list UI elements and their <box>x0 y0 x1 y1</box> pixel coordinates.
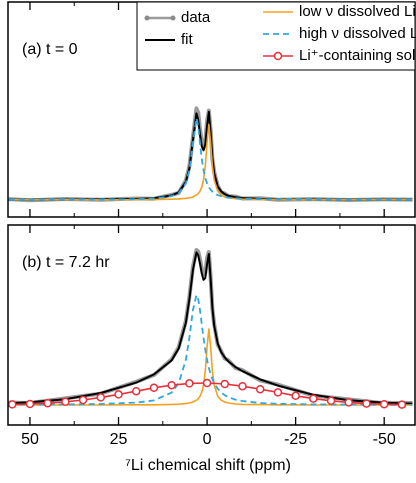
panel-frame <box>7 224 416 426</box>
series-marker <box>344 398 354 407</box>
x-tick-label: 25 <box>110 431 128 448</box>
panel-label: (b) t = 7.2 hr <box>22 254 110 271</box>
series-line <box>8 328 413 406</box>
x-tick-label: 50 <box>21 431 39 448</box>
x-axis-label: ⁷Li chemical shift (ppm) <box>125 457 291 474</box>
series-line <box>8 294 413 406</box>
plots <box>8 2 413 425</box>
series-marker <box>8 400 17 409</box>
series-marker <box>397 400 407 409</box>
legend-label: fit <box>181 31 194 48</box>
series-marker <box>61 397 70 407</box>
series-marker <box>167 380 176 390</box>
legend-label: low ν dissolved Li⁺ <box>299 3 416 20</box>
series-line <box>8 117 413 201</box>
series-marker <box>131 386 141 396</box>
series-marker <box>185 379 194 388</box>
x-tick-label: -25 <box>284 431 307 448</box>
series-marker <box>255 384 265 394</box>
series-marker <box>25 399 35 409</box>
series-marker <box>202 378 212 388</box>
series-marker <box>273 388 283 397</box>
legend-label: high ν dissolved Li⁺ <box>299 25 416 42</box>
series-marker <box>96 393 106 402</box>
series-marker <box>238 381 247 391</box>
series-marker <box>309 394 318 403</box>
legend-marker <box>144 15 150 21</box>
legend-marker <box>170 15 176 21</box>
series-marker <box>149 383 159 393</box>
series-marker <box>326 396 336 406</box>
series-marker <box>43 398 52 408</box>
legend-marker <box>273 51 283 61</box>
series-marker <box>78 395 88 405</box>
x-tick-label: 0 <box>203 431 212 448</box>
x-tick-label: -50 <box>373 431 396 448</box>
series-marker <box>220 379 230 389</box>
series-marker <box>362 399 371 408</box>
legend-label: Li⁺-containing solid <box>299 47 416 64</box>
panel-label: (a) t = 0 <box>22 41 78 58</box>
series-marker <box>379 399 389 409</box>
legend: data fit low ν dissolved Li⁺ high ν dissolv… <box>136 1 416 71</box>
series-marker <box>291 391 300 401</box>
series-line <box>8 251 413 405</box>
legend-label: data <box>181 9 211 26</box>
series-marker <box>114 390 123 399</box>
